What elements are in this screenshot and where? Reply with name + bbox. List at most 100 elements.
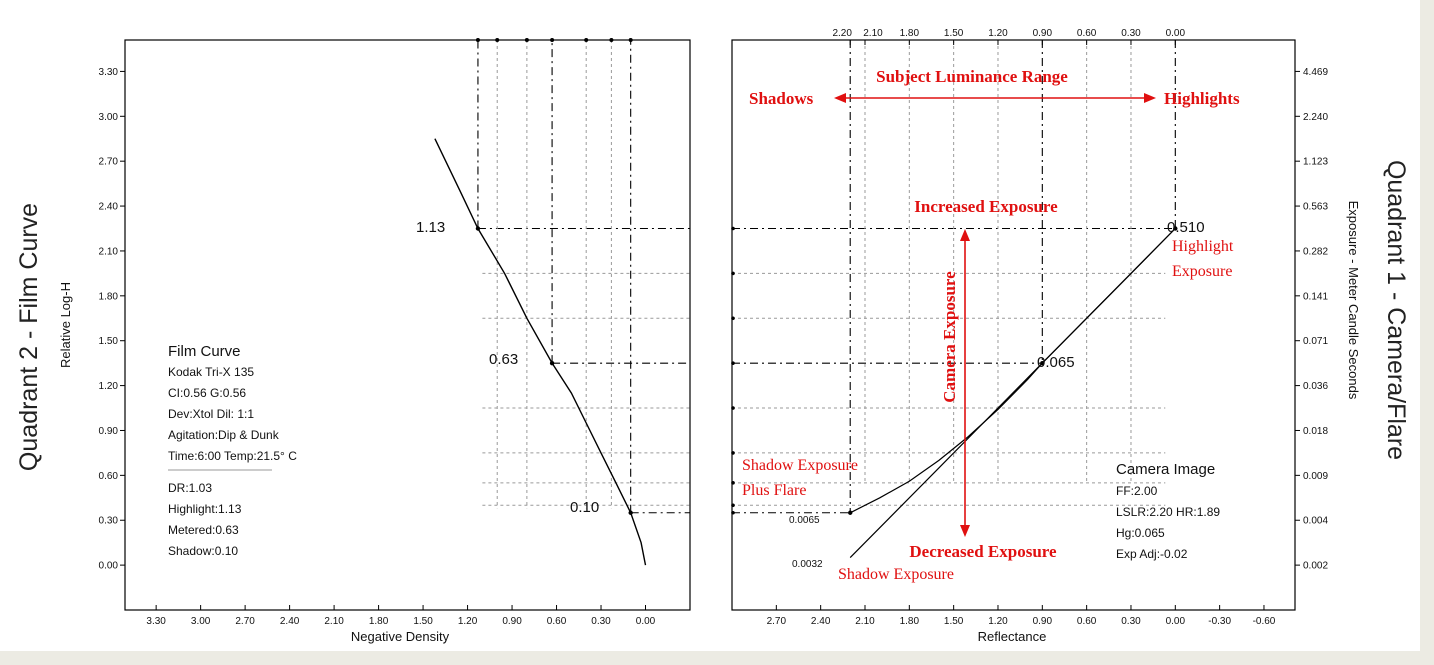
curve-point <box>848 510 853 515</box>
right-top-tick-label: 1.80 <box>900 28 920 39</box>
film-info-line: DR:1.03 <box>168 481 212 495</box>
right-x-tick-label: 2.40 <box>811 616 831 627</box>
right-y-tick-label: 0.563 <box>1303 202 1328 213</box>
point-label-shadow-flare: 0.0065 <box>789 515 820 526</box>
film-info-line: Kodak Tri-X 135 <box>168 365 254 379</box>
right-x-tick-label: 0.60 <box>1077 616 1097 627</box>
left-grid <box>475 38 690 514</box>
right-x-tick-label: 0.00 <box>1166 616 1186 627</box>
right-x-tick-label: 1.50 <box>944 616 964 627</box>
annotation-highlight-exposure: Highlight <box>1172 238 1234 255</box>
left-x-tick-label: 2.70 <box>235 616 255 627</box>
range-arrow-right-head <box>1144 93 1156 103</box>
annotation-camera-exposure: Camera Exposure <box>940 271 959 403</box>
annotation-range: Subject Luminance Range <box>876 67 1068 86</box>
right-top-tick-label: 2.10 <box>863 28 883 39</box>
left-y-tick-label: 2.10 <box>99 246 119 257</box>
right-y-tick-label: 0.018 <box>1303 426 1328 437</box>
left-y-tick-label: 1.50 <box>99 336 119 347</box>
left-x-tick-label: 0.00 <box>636 616 656 627</box>
film-info-title: Film Curve <box>168 343 241 360</box>
right-y-tick-label: 0.141 <box>1303 291 1328 302</box>
left-x-tick-label: 3.00 <box>191 616 211 627</box>
film-curve-info: Film Curve Kodak Tri-X 135 CI:0.56 G:0.5… <box>168 343 297 558</box>
film-info-line: Shadow:0.10 <box>168 544 238 558</box>
right-strip <box>1420 0 1434 665</box>
right-y-tick-label: 2.240 <box>1303 112 1328 123</box>
left-edge-marker <box>731 510 735 515</box>
left-edge-marker <box>731 451 735 455</box>
left-y-tick-label: 1.20 <box>99 381 119 392</box>
top-marker <box>628 38 633 42</box>
left-x-axis-label: Negative Density <box>351 629 450 644</box>
top-marker <box>495 38 500 42</box>
left-x-tick-label: 0.30 <box>591 616 611 627</box>
exposure-arrow-up-head <box>960 229 970 241</box>
top-marker <box>550 38 555 42</box>
camera-info-line: Hg:0.065 <box>1116 526 1165 540</box>
left-y-tick-label: 3.00 <box>99 112 119 123</box>
camera-image-info: Camera Image FF:2.00 LSLR:2.20 HR:1.89 H… <box>1116 461 1220 561</box>
annotation-shadows: Shadows <box>749 89 814 108</box>
left-x-tick-label: 1.50 <box>413 616 433 627</box>
left-x-tick-label: 0.60 <box>547 616 567 627</box>
left-ticks: 0.00 0.30 0.60 0.90 1.20 1.50 1.80 2.10 2.40 2.70… <box>99 67 656 627</box>
quadrant2-title: Quadrant 2 - Film Curve <box>15 203 43 471</box>
right-series <box>848 226 1178 559</box>
top-marker <box>524 38 529 42</box>
right-y-tick-label: 1.123 <box>1303 157 1328 168</box>
curve-point <box>549 360 555 366</box>
point-label-highlight: 1.13 <box>416 219 445 236</box>
curve-point <box>475 226 481 231</box>
right-x-tick-label: 2.70 <box>767 616 787 627</box>
quadrant1-title: Quadrant 1 - Camera/Flare <box>1382 160 1410 460</box>
right-plot-frame <box>731 39 1296 611</box>
right-x-tick-label: 2.10 <box>855 616 875 627</box>
curve-point <box>628 510 633 515</box>
annotation-shadow-flare: Plus Flare <box>742 482 806 499</box>
left-edge-marker <box>731 361 735 365</box>
left-y-tick-label: 3.30 <box>99 67 119 78</box>
left-y-tick-label: 0.60 <box>99 471 119 482</box>
right-x-tick-label: 1.20 <box>988 616 1008 627</box>
right-y-tick-label: 0.071 <box>1303 336 1328 347</box>
annotations: Subject Luminance Range Shadows Highligh… <box>742 67 1240 583</box>
left-edge-marker <box>731 503 735 508</box>
left-y-tick-label: 1.80 <box>99 291 119 302</box>
left-x-tick-label: 2.10 <box>324 616 344 627</box>
right-top-tick-label: 0.90 <box>1033 28 1053 39</box>
film-curve-line <box>434 138 647 566</box>
left-x-tick-label: 3.30 <box>146 616 166 627</box>
point-label-metered-exposure: 0.065 <box>1037 354 1075 371</box>
camera-info-line: FF:2.00 <box>1116 484 1158 498</box>
right-x-axis-label: Reflectance <box>978 629 1047 644</box>
left-edge-marker <box>731 316 735 321</box>
right-top-tick-label: 2.20 <box>832 28 852 39</box>
left-y-tick-label: 0.30 <box>99 516 119 527</box>
camera-info-line: LSLR:2.20 HR:1.89 <box>1116 505 1220 519</box>
left-series <box>434 138 647 566</box>
left-y-tick-label: 0.00 <box>99 561 119 572</box>
right-y-tick-label: 0.282 <box>1303 246 1328 257</box>
left-x-tick-label: 2.40 <box>280 616 300 627</box>
annotation-decreased: Decreased Exposure <box>909 542 1057 561</box>
point-label-shadow: 0.10 <box>570 499 599 516</box>
film-info-line: Dev:Xtol Dil: 1:1 <box>168 407 254 421</box>
film-info-line: Agitation:Dip & Dunk <box>168 428 280 442</box>
curve-point <box>1173 226 1178 231</box>
right-x-tick-label: -0.30 <box>1208 616 1231 627</box>
right-top-tick-label: 0.30 <box>1121 28 1141 39</box>
right-y-tick-label: 0.036 <box>1303 381 1328 392</box>
camera-info-line: Exp Adj:-0.02 <box>1116 547 1188 561</box>
left-y-tick-label: 0.90 <box>99 426 119 437</box>
left-x-tick-label: 1.20 <box>458 616 478 627</box>
left-edge-marker <box>731 271 735 276</box>
right-y-tick-label: 4.469 <box>1303 67 1328 78</box>
annotation-increased: Increased Exposure <box>914 197 1058 216</box>
left-y-tick-label: 2.40 <box>99 202 119 213</box>
left-x-tick-label: 1.80 <box>369 616 389 627</box>
left-edge-marker <box>731 481 735 485</box>
right-top-tick-label: 0.60 <box>1077 28 1097 39</box>
annotation-shadow-flare: Shadow Exposure <box>742 457 858 474</box>
